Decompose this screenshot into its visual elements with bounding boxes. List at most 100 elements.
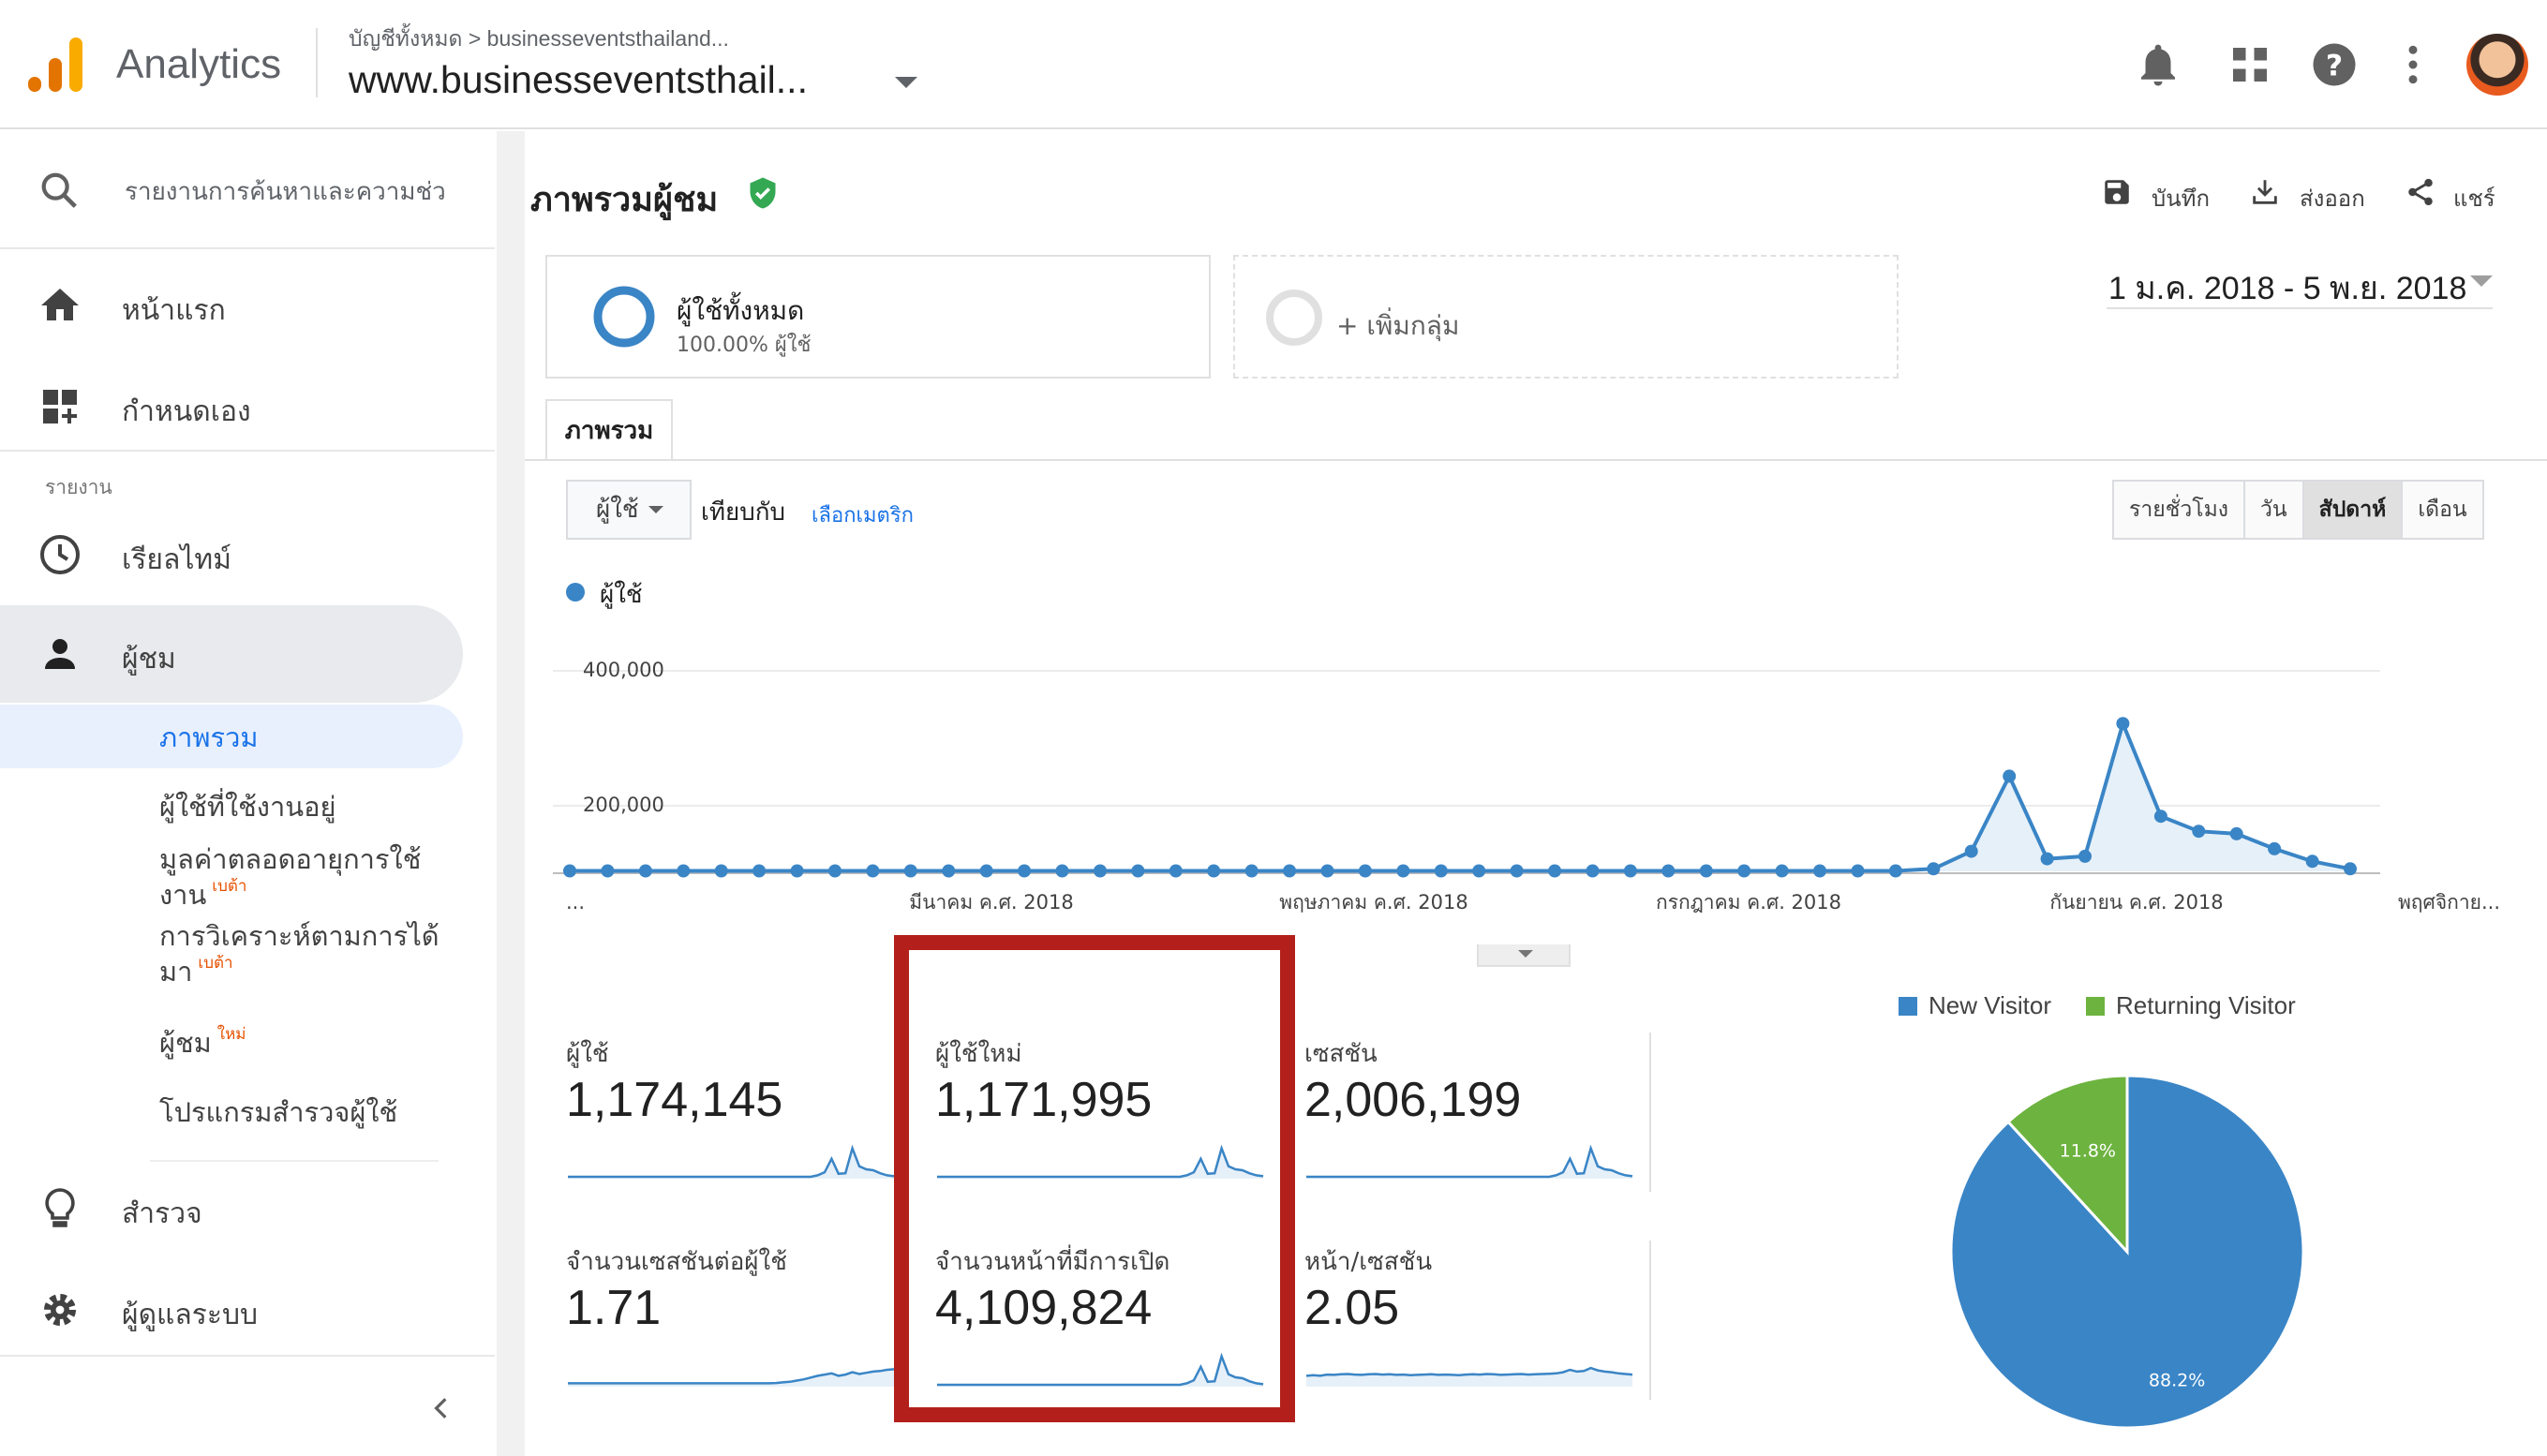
data-point[interactable] bbox=[2116, 717, 2130, 731]
data-point[interactable] bbox=[979, 864, 993, 878]
data-point[interactable] bbox=[2268, 841, 2282, 855]
data-point[interactable] bbox=[1207, 864, 1221, 878]
data-point[interactable] bbox=[2229, 826, 2243, 840]
data-point[interactable] bbox=[1964, 844, 1978, 858]
data-point[interactable] bbox=[601, 864, 615, 878]
sidebar-item-audience[interactable]: ผู้ชม bbox=[0, 607, 469, 701]
data-point[interactable] bbox=[866, 864, 880, 878]
share-icon[interactable] bbox=[2405, 176, 2436, 208]
data-point[interactable] bbox=[2305, 854, 2319, 869]
metric-sessions-per-user[interactable]: จำนวนเซสชันต่อผู้ใช้ 1.71 bbox=[566, 1242, 903, 1430]
breadcrumb[interactable]: บัญชีทั้งหมด > businesseventsthailand... bbox=[349, 26, 729, 51]
period-day-button[interactable]: วัน bbox=[2245, 482, 2304, 538]
segment-all-users[interactable]: ผู้ใช้ทั้งหมด 100.00% ผู้ใช้ bbox=[545, 255, 1211, 379]
pie-slice-returning-visitor[interactable] bbox=[2005, 1074, 2129, 1255]
data-point[interactable] bbox=[1283, 864, 1297, 878]
data-point[interactable] bbox=[1131, 864, 1145, 878]
sidebar-item-customize[interactable]: กำหนดเอง bbox=[0, 360, 469, 453]
data-point[interactable] bbox=[1244, 864, 1259, 878]
period-week-button[interactable]: สัปดาห์ bbox=[2303, 482, 2404, 538]
chevron-down-icon[interactable] bbox=[895, 77, 917, 88]
data-point[interactable] bbox=[1813, 864, 1826, 878]
data-point[interactable] bbox=[1623, 864, 1637, 878]
metric-pageviews[interactable]: จำนวนหน้าที่มีการเปิด 4,109,824 bbox=[935, 1242, 1273, 1430]
data-point[interactable] bbox=[1699, 864, 1713, 878]
sidebar-subitem-user-explorer[interactable]: โปรแกรมสำรวจผู้ใช้ bbox=[159, 1096, 398, 1128]
sidebar-subitem-overview[interactable]: ภาพรวม bbox=[159, 721, 259, 753]
data-point[interactable] bbox=[1888, 864, 1902, 878]
data-point[interactable] bbox=[1018, 864, 1032, 878]
save-icon[interactable] bbox=[2101, 176, 2133, 208]
data-point[interactable] bbox=[1472, 864, 1486, 878]
data-point[interactable] bbox=[638, 864, 652, 878]
metric-users[interactable]: ผู้ใช้ 1,174,145 bbox=[566, 1034, 903, 1222]
data-point[interactable] bbox=[1927, 862, 1941, 876]
data-point[interactable] bbox=[1055, 864, 1069, 878]
metric-new-users[interactable]: ผู้ใช้ใหม่ 1,171,995 bbox=[935, 1034, 1273, 1222]
period-hourly-button[interactable]: รายชั่วโมง bbox=[2114, 482, 2246, 538]
add-segment-button[interactable]: + เพิ่มกลุ่ม bbox=[1233, 255, 1899, 379]
chevron-left-icon[interactable] bbox=[429, 1396, 454, 1420]
chevron-down-icon[interactable] bbox=[2470, 275, 2493, 287]
visitor-type-pie-chart[interactable]: 88.2% 11.8% bbox=[1930, 1055, 2324, 1449]
data-point[interactable] bbox=[1396, 864, 1410, 878]
sidebar-subitem-audiences[interactable]: ผู้ชม ใหม่ bbox=[159, 1025, 246, 1065]
bell-icon[interactable] bbox=[2133, 39, 2183, 90]
data-point[interactable] bbox=[1661, 864, 1676, 878]
data-point[interactable] bbox=[1775, 864, 1789, 878]
verified-shield-icon[interactable] bbox=[746, 176, 780, 210]
data-point[interactable] bbox=[2192, 825, 2206, 839]
avatar[interactable] bbox=[2466, 34, 2528, 96]
data-point[interactable] bbox=[2344, 862, 2357, 876]
data-point[interactable] bbox=[2078, 849, 2092, 863]
data-point[interactable] bbox=[790, 864, 804, 878]
save-button[interactable]: บันทึก bbox=[2152, 186, 2210, 212]
sidebar-subitem-active-users[interactable]: ผู้ใช้ที่ใช้งานอยู่ bbox=[159, 791, 336, 823]
data-point[interactable] bbox=[1737, 864, 1751, 878]
more-vert-icon[interactable] bbox=[2388, 39, 2438, 90]
users-line-chart[interactable]: 400,000 200,000... มีนาคม ค.ศ. 2018 พฤษภาคม… bbox=[525, 618, 2547, 946]
sidebar-subitem-lifetime-value[interactable]: มูลค่าตลอดอายุการใช้ งาน เบต้า bbox=[159, 841, 421, 917]
help-icon[interactable]: ? bbox=[2309, 39, 2360, 90]
property-selector[interactable]: www.businesseventsthail... bbox=[349, 58, 808, 101]
chart-resize-handle[interactable] bbox=[1477, 944, 1571, 967]
data-point[interactable] bbox=[1358, 864, 1372, 878]
data-point[interactable] bbox=[1851, 864, 1865, 878]
sidebar-item-home[interactable]: หน้าแรก bbox=[0, 259, 469, 352]
sidebar-subitem-cohort[interactable]: การวิเคราะห์ตามการได้ มา เบต้า bbox=[159, 918, 439, 994]
date-range-picker[interactable]: 1 ม.ค. 2018 - 5 พ.ย. 2018 bbox=[2108, 271, 2467, 306]
search-icon[interactable] bbox=[37, 169, 81, 212]
data-point[interactable] bbox=[903, 864, 917, 878]
data-point[interactable] bbox=[828, 864, 842, 878]
analytics-logo-icon[interactable] bbox=[28, 36, 84, 96]
data-point[interactable] bbox=[1510, 864, 1524, 878]
data-point[interactable] bbox=[2040, 852, 2054, 866]
data-point[interactable] bbox=[677, 864, 691, 878]
data-point[interactable] bbox=[714, 864, 728, 878]
export-icon[interactable] bbox=[2249, 176, 2281, 208]
metric-sessions[interactable]: เซสชัน 2,006,199 bbox=[1304, 1034, 1642, 1222]
export-button[interactable]: ส่งออก bbox=[2300, 186, 2365, 212]
data-point[interactable] bbox=[563, 864, 576, 878]
share-button[interactable]: แชร์ bbox=[2453, 186, 2495, 212]
data-point[interactable] bbox=[1434, 864, 1448, 878]
sidebar-item-admin[interactable]: ผู้ดูแลระบบ bbox=[0, 1263, 469, 1357]
data-point[interactable] bbox=[1548, 864, 1562, 878]
data-point[interactable] bbox=[1169, 864, 1183, 878]
data-point[interactable] bbox=[752, 864, 767, 878]
data-point[interactable] bbox=[1094, 864, 1107, 878]
select-metric-link[interactable]: เลือกเมตริก bbox=[812, 504, 914, 527]
tab-overview[interactable]: ภาพรวม bbox=[545, 399, 673, 461]
sidebar-item-discover[interactable]: สำรวจ bbox=[0, 1162, 469, 1255]
data-point[interactable] bbox=[2153, 810, 2167, 824]
metric-dropdown[interactable]: ผู้ใช้ bbox=[566, 480, 692, 540]
data-point[interactable] bbox=[942, 864, 956, 878]
period-month-button[interactable]: เดือน bbox=[2403, 482, 2482, 538]
sidebar-item-realtime[interactable]: เรียลไทม์ bbox=[0, 508, 469, 602]
search-reports-input[interactable]: รายงานการค้นหาและความช่ว bbox=[125, 178, 446, 206]
data-point[interactable] bbox=[1320, 864, 1334, 878]
data-point[interactable] bbox=[2003, 769, 2017, 783]
metric-pages-per-session[interactable]: หน้า/เซสชัน 2.05 bbox=[1304, 1242, 1642, 1430]
apps-grid-icon[interactable] bbox=[2225, 39, 2275, 90]
data-point[interactable] bbox=[1586, 864, 1600, 878]
